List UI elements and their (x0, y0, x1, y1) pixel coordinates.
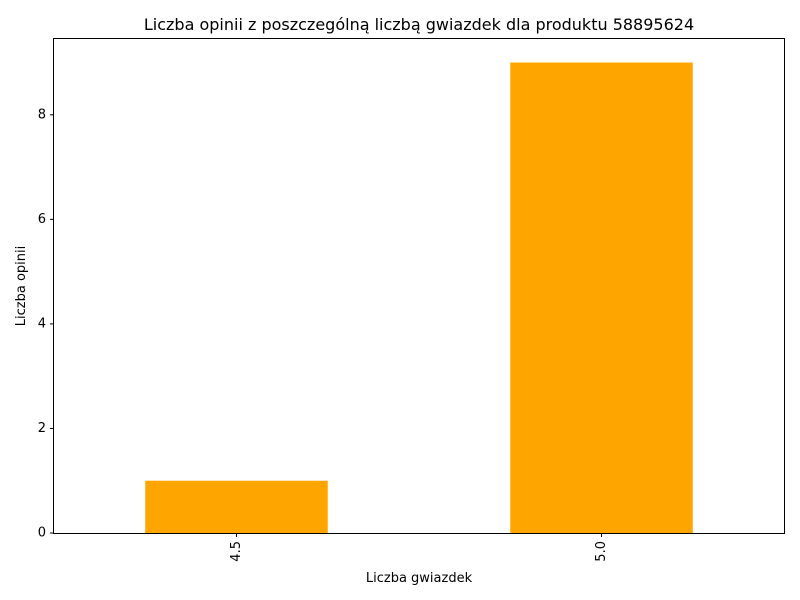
bars-group (145, 62, 693, 534)
x-axis-label: Liczba gwiazdek (366, 571, 473, 586)
bar-4.5 (145, 480, 328, 533)
y-tick-label: 6 (38, 212, 46, 227)
y-axis-label: Liczba opinii (14, 246, 29, 326)
x-tick-label: 5.0 (594, 541, 609, 562)
x-tick-label: 4.5 (229, 541, 244, 562)
bar-5.0 (510, 62, 693, 534)
y-tick-label: 8 (38, 107, 46, 122)
y-axis-ticks: 0 2 4 6 8 (38, 107, 54, 541)
x-axis-ticks: 4.5 5.0 (229, 533, 609, 562)
chart-title: Liczba opinii z poszczególną liczbą gwia… (144, 15, 694, 34)
y-tick-label: 4 (38, 316, 46, 331)
y-tick-label: 0 (38, 526, 46, 541)
y-tick-label: 2 (38, 421, 46, 436)
plot-area-frame (53, 38, 785, 534)
